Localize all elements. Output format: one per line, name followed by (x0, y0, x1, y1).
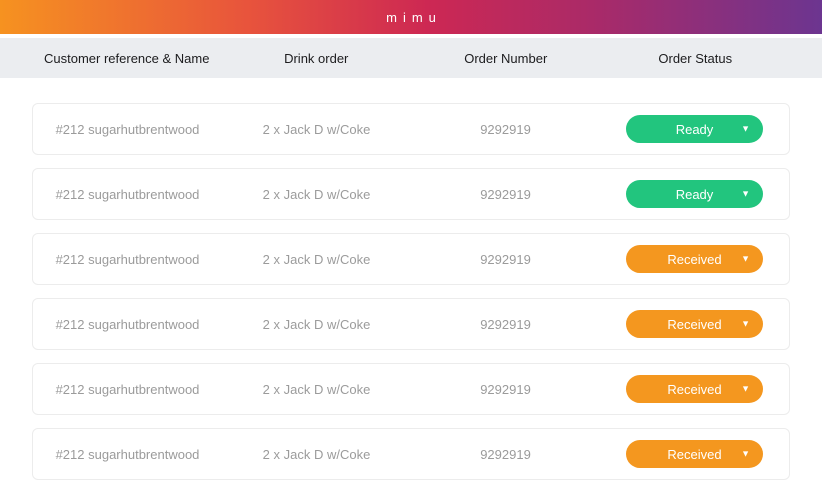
order-row: #212 sugarhutbrentwood 2 x Jack D w/Coke… (32, 428, 790, 480)
column-header-drink-order: Drink order (284, 50, 349, 66)
order-status-label: Received (667, 316, 722, 332)
chevron-down-icon: ▼ (741, 318, 750, 329)
order-number: 9292919 (480, 316, 531, 332)
order-number: 9292919 (480, 186, 531, 202)
order-status-cell: Ready ▼ (600, 115, 789, 143)
column-header-order-number: Order Number (464, 50, 548, 66)
chevron-down-icon: ▼ (741, 383, 750, 394)
order-status-dropdown[interactable]: Received ▼ (626, 375, 763, 403)
order-status-label: Received (667, 446, 722, 462)
chevron-down-icon: ▼ (741, 448, 750, 459)
order-row: #212 sugarhutbrentwood 2 x Jack D w/Coke… (32, 233, 790, 285)
customer-reference: #212 sugarhutbrentwood (55, 446, 200, 462)
brand-logo: mimu (386, 9, 442, 25)
top-bar: mimu (0, 0, 822, 34)
customer-reference: #212 sugarhutbrentwood (55, 316, 200, 332)
table-header: Customer reference & Name Drink order Or… (0, 38, 822, 78)
order-status-label: Received (667, 251, 722, 267)
order-status-dropdown[interactable]: Received ▼ (626, 245, 763, 273)
order-status-label: Ready (675, 186, 714, 202)
drink-order: 2 x Jack D w/Coke (262, 251, 371, 267)
order-status-cell: Ready ▼ (600, 180, 789, 208)
order-status-label: Ready (675, 121, 714, 137)
customer-reference: #212 sugarhutbrentwood (55, 381, 200, 397)
order-status-dropdown[interactable]: Received ▼ (626, 440, 763, 468)
order-number: 9292919 (480, 446, 531, 462)
customer-reference: #212 sugarhutbrentwood (55, 186, 200, 202)
customer-reference: #212 sugarhutbrentwood (55, 251, 200, 267)
column-header-customer-reference: Customer reference & Name (44, 50, 210, 66)
order-row: #212 sugarhutbrentwood 2 x Jack D w/Coke… (32, 363, 790, 415)
order-row: #212 sugarhutbrentwood 2 x Jack D w/Coke… (32, 103, 790, 155)
order-row: #212 sugarhutbrentwood 2 x Jack D w/Coke… (32, 168, 790, 220)
order-status-cell: Received ▼ (600, 245, 789, 273)
order-row: #212 sugarhutbrentwood 2 x Jack D w/Coke… (32, 298, 790, 350)
order-number: 9292919 (480, 121, 531, 137)
order-status-cell: Received ▼ (600, 310, 789, 338)
drink-order: 2 x Jack D w/Coke (262, 381, 371, 397)
order-status-cell: Received ▼ (600, 375, 789, 403)
column-header-order-status: Order Status (658, 50, 733, 66)
order-status-dropdown[interactable]: Received ▼ (626, 310, 763, 338)
drink-order: 2 x Jack D w/Coke (262, 316, 371, 332)
order-status-cell: Received ▼ (600, 440, 789, 468)
order-status-label: Received (667, 381, 722, 397)
order-number: 9292919 (480, 381, 531, 397)
chevron-down-icon: ▼ (741, 188, 750, 199)
drink-order: 2 x Jack D w/Coke (262, 121, 371, 137)
chevron-down-icon: ▼ (741, 123, 750, 134)
drink-order: 2 x Jack D w/Coke (262, 446, 371, 462)
drink-order: 2 x Jack D w/Coke (262, 186, 371, 202)
order-status-dropdown[interactable]: Ready ▼ (626, 180, 763, 208)
customer-reference: #212 sugarhutbrentwood (55, 121, 200, 137)
order-number: 9292919 (480, 251, 531, 267)
order-status-dropdown[interactable]: Ready ▼ (626, 115, 763, 143)
chevron-down-icon: ▼ (741, 253, 750, 264)
order-list: #212 sugarhutbrentwood 2 x Jack D w/Coke… (0, 78, 822, 480)
